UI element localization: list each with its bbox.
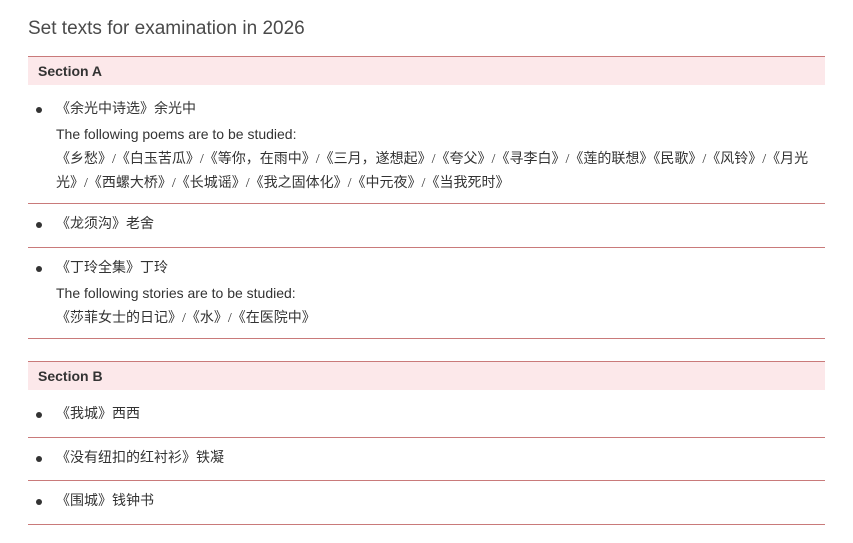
text-title: 《余光中诗选》余光中 (56, 99, 825, 121)
works-list: 《乡愁》/《白玉苦瓜》/《等你，在雨中》/《三月，遂想起》/《夸父》/《寻李白》… (56, 148, 825, 196)
text-title: 《丁玲全集》丁玲 (56, 258, 825, 280)
works-list: 《莎菲女士的日记》/《水》/《在医院中》 (56, 307, 825, 331)
bullet-icon (36, 222, 42, 228)
list-item: 《丁玲全集》丁玲 The following stories are to be… (28, 252, 825, 340)
item-body: 《围城》钱钟书 (56, 491, 825, 515)
list-item: 《没有纽扣的红衬衫》铁凝 (28, 442, 825, 481)
item-body: 《我城》西西 (56, 404, 825, 428)
item-body: 《余光中诗选》余光中 The following poems are to be… (56, 99, 825, 195)
bullet-icon (36, 499, 42, 505)
section-b-header: Section B (28, 361, 825, 390)
list-item: 《我城》西西 (28, 398, 825, 437)
page-title: Set texts for examination in 2026 (28, 18, 825, 40)
text-title: 《我城》西西 (56, 404, 825, 426)
item-body: 《龙须沟》老舍 (56, 214, 825, 238)
bullet-icon (36, 456, 42, 462)
list-item: 《围城》钱钟书 (28, 485, 825, 524)
text-title: 《围城》钱钟书 (56, 491, 825, 513)
section-a-header: Section A (28, 56, 825, 85)
text-title: 《没有纽扣的红衬衫》铁凝 (56, 448, 825, 470)
bullet-icon (36, 412, 42, 418)
list-item: 《余光中诗选》余光中 The following poems are to be… (28, 93, 825, 204)
study-note: The following stories are to be studied: (56, 282, 825, 304)
list-item: 《龙须沟》老舍 (28, 208, 825, 247)
bullet-icon (36, 266, 42, 272)
study-note: The following poems are to be studied: (56, 123, 825, 145)
text-title: 《龙须沟》老舍 (56, 214, 825, 236)
item-body: 《丁玲全集》丁玲 The following stories are to be… (56, 258, 825, 331)
bullet-icon (36, 107, 42, 113)
item-body: 《没有纽扣的红衬衫》铁凝 (56, 448, 825, 472)
